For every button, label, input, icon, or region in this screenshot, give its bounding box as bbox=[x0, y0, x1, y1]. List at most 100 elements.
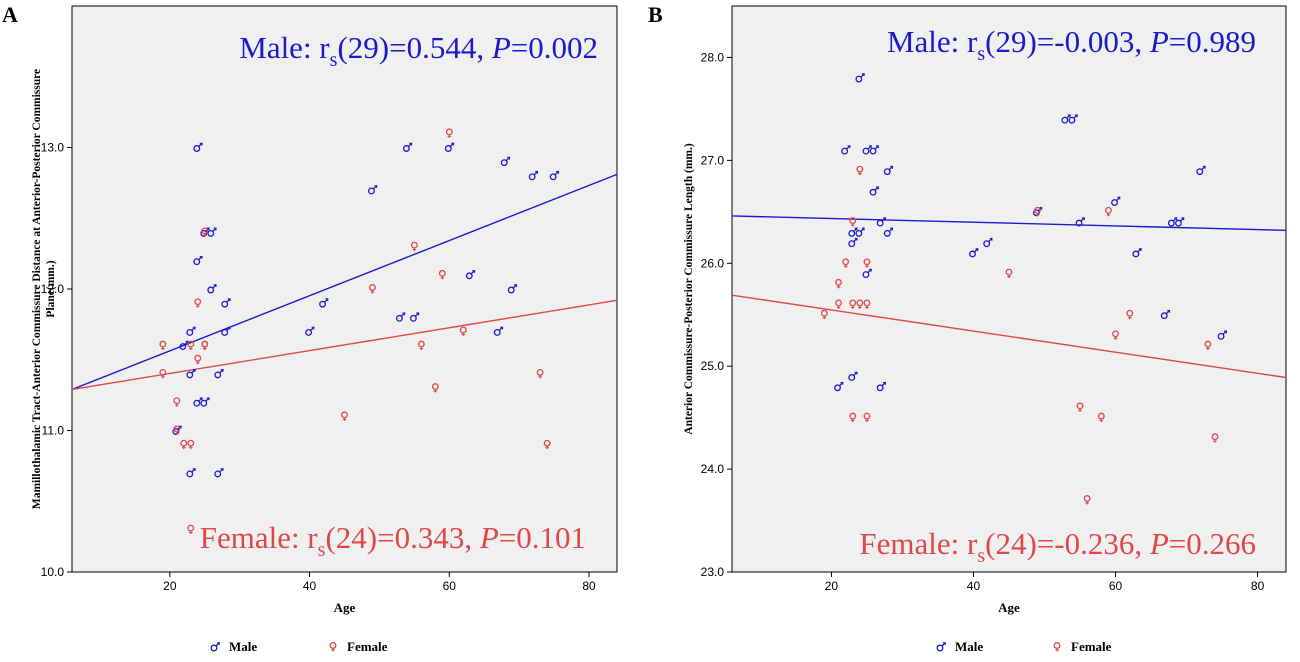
tick-marks: 20 40 60 80 10.0 11.0 12.0 13.0 bbox=[41, 141, 596, 594]
tick-marks: 20 40 60 80 23.0 24.0 25.0 26.0 27.0 28.0 bbox=[701, 50, 1265, 593]
legend: Male Female bbox=[210, 639, 388, 654]
x-tick-label: 20 bbox=[825, 579, 839, 593]
female-data-point bbox=[1126, 309, 1134, 320]
female-symbol-icon bbox=[1053, 642, 1061, 652]
male-data-point bbox=[444, 142, 455, 152]
female-data-point bbox=[849, 299, 857, 309]
female-data-point bbox=[1211, 433, 1219, 443]
x-axis-label: Age bbox=[998, 600, 1020, 615]
male-data-point bbox=[876, 217, 887, 227]
female-data-point bbox=[173, 425, 181, 435]
male-data-point bbox=[848, 371, 858, 381]
legend: Male Female bbox=[936, 639, 1112, 654]
female-data-point bbox=[173, 397, 181, 407]
male-data-point bbox=[367, 185, 378, 195]
female-data-point bbox=[180, 439, 188, 450]
male-data-point bbox=[1160, 309, 1171, 320]
female-symbol-icon bbox=[1053, 642, 1061, 652]
male-data-point bbox=[862, 268, 872, 279]
female-data-point bbox=[863, 299, 871, 309]
male-data-point bbox=[507, 284, 518, 294]
y-axis-label: Anterior Commissure-Posterior Commissure… bbox=[683, 143, 695, 435]
female-data-point bbox=[842, 258, 850, 268]
y-tick-label: 28.0 bbox=[701, 50, 725, 64]
male-data-point bbox=[1075, 217, 1085, 227]
plot-area bbox=[731, 5, 1287, 573]
y-tick-label: 11.0 bbox=[42, 424, 65, 438]
male-symbol-icon bbox=[210, 642, 220, 652]
male-data-point bbox=[214, 468, 224, 478]
x-tick-label: 60 bbox=[443, 579, 457, 593]
male-data-point bbox=[1196, 165, 1206, 176]
female-data-point bbox=[1076, 402, 1084, 412]
male-data-point bbox=[855, 73, 865, 83]
male-data-point bbox=[221, 298, 231, 308]
data-points bbox=[820, 73, 1227, 505]
male-data-point bbox=[848, 237, 858, 248]
plot-area bbox=[71, 5, 618, 573]
male-correlation-annotation: Male: rs(29)=0.544, P=0.002 bbox=[239, 30, 598, 71]
female-data-point bbox=[849, 412, 857, 423]
male-data-point bbox=[862, 145, 872, 155]
female-data-point bbox=[187, 340, 195, 351]
male-data-point bbox=[221, 326, 231, 336]
panel-label: A bbox=[2, 2, 18, 27]
male-symbol-icon bbox=[936, 642, 946, 652]
male-data-point bbox=[869, 186, 879, 196]
male-data-point bbox=[855, 227, 865, 237]
y-tick-label: 26.0 bbox=[701, 256, 725, 270]
male-data-point bbox=[186, 369, 196, 379]
male-data-point bbox=[186, 326, 196, 336]
x-tick-label: 40 bbox=[967, 579, 981, 593]
male-data-point bbox=[1061, 114, 1071, 124]
female-data-point bbox=[835, 278, 842, 289]
x-tick-label: 80 bbox=[582, 579, 596, 593]
male-data-point bbox=[1175, 217, 1185, 227]
legend-female-label: Female bbox=[1071, 639, 1112, 654]
y-tick-label: 12.0 bbox=[41, 282, 65, 296]
male-data-point bbox=[1217, 330, 1227, 340]
male-data-point bbox=[214, 369, 224, 379]
female-data-point bbox=[1005, 268, 1013, 279]
male-data-point bbox=[1167, 217, 1178, 227]
x-tick-label: 20 bbox=[163, 579, 177, 593]
male-data-point bbox=[1068, 114, 1078, 124]
female-data-point bbox=[438, 269, 446, 280]
male-data-point bbox=[207, 227, 217, 237]
male-data-point bbox=[319, 298, 329, 308]
male-fit-line bbox=[731, 215, 1287, 232]
male-data-point bbox=[1132, 248, 1142, 258]
panel-label: B bbox=[648, 2, 663, 27]
male-symbol-icon bbox=[210, 642, 220, 652]
female-data-point bbox=[1097, 412, 1105, 423]
male-data-point bbox=[983, 237, 993, 248]
male-data-point bbox=[193, 397, 203, 407]
female-data-point bbox=[536, 368, 544, 379]
male-symbol-icon bbox=[936, 642, 946, 652]
female-data-point bbox=[368, 284, 376, 294]
male-data-point bbox=[193, 255, 203, 266]
male-data-point bbox=[395, 312, 406, 322]
male-data-point bbox=[528, 170, 539, 181]
male-data-point bbox=[200, 397, 210, 407]
male-data-point bbox=[549, 170, 559, 181]
fit-lines bbox=[731, 215, 1287, 379]
female-data-point bbox=[856, 299, 864, 309]
female-data-point bbox=[201, 227, 209, 237]
x-tick-label: 80 bbox=[1251, 579, 1265, 593]
female-data-point bbox=[1033, 206, 1041, 217]
female-correlation-annotation: Female: rs(24)=-0.236, P=0.266 bbox=[859, 526, 1256, 567]
female-data-point bbox=[856, 165, 864, 176]
x-tick-label: 40 bbox=[303, 579, 317, 593]
female-data-point bbox=[863, 258, 871, 268]
x-tick-label: 60 bbox=[1109, 579, 1123, 593]
female-correlation-annotation: Female: rs(24)=0.343, P=0.101 bbox=[200, 520, 586, 561]
male-data-point bbox=[207, 284, 217, 294]
y-tick-label: 24.0 bbox=[701, 462, 725, 476]
female-data-point bbox=[835, 299, 842, 309]
y-tick-label: 10.0 bbox=[41, 565, 65, 579]
female-data-point bbox=[159, 340, 167, 351]
male-data-point bbox=[883, 165, 894, 176]
female-data-point bbox=[1083, 495, 1091, 505]
